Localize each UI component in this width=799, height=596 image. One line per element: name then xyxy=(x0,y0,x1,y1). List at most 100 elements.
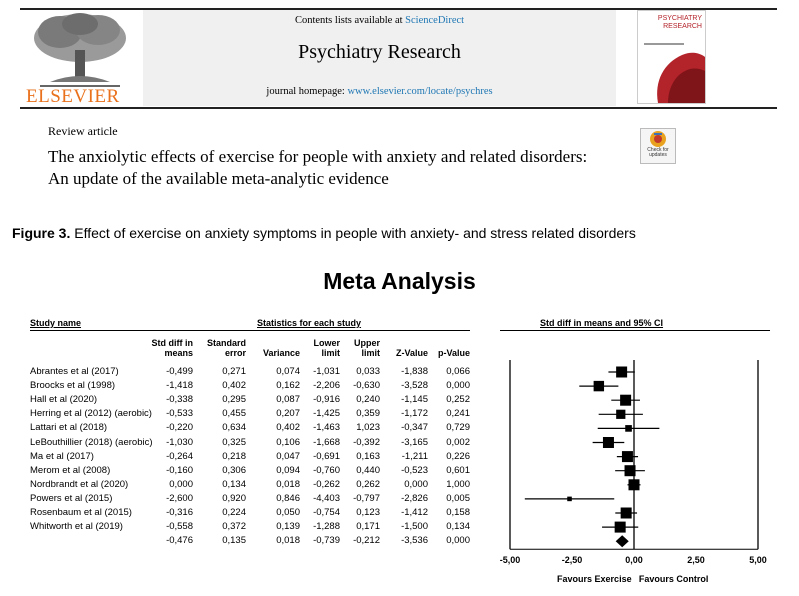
cell-p: 0,729 xyxy=(446,422,470,434)
cell-upper: -0,392 xyxy=(353,436,380,448)
cell-sdm: -0,533 xyxy=(166,408,193,420)
journal-band xyxy=(143,10,616,106)
header-plot: Std diff in means and 95% CI xyxy=(540,318,664,328)
cell-sdm: -0,558 xyxy=(166,521,193,533)
cell-lower: -4,403 xyxy=(313,492,340,504)
pooled-diamond xyxy=(615,535,629,548)
journal-cover-thumbnail[interactable]: PSYCHIATRY RESEARCH xyxy=(637,10,706,104)
cell-sdm: -0,220 xyxy=(166,422,193,434)
favours-control-label: Favours Control xyxy=(639,574,709,584)
cell-var: 0,139 xyxy=(276,521,300,533)
cell-upper: 0,123 xyxy=(356,507,380,518)
study-name: LeBouthillier (2018) (aerobic) xyxy=(30,436,153,448)
article-title: The anxiolytic effects of exercise for p… xyxy=(48,147,588,188)
cell-z: -3,165 xyxy=(401,436,428,448)
study-name: Rosenbaum et al (2015) xyxy=(30,507,132,518)
cell-lower: -1,463 xyxy=(313,422,340,434)
cell-p: 0,005 xyxy=(446,492,470,504)
check-for-updates-button[interactable] xyxy=(640,128,676,164)
cell-upper: -0,797 xyxy=(353,492,380,504)
cell-upper: 0,240 xyxy=(356,394,380,406)
cell-lower: -0,760 xyxy=(313,464,340,476)
point-estimate xyxy=(628,479,640,491)
point-estimate xyxy=(625,425,632,432)
cell-p: 0,000 xyxy=(446,380,470,392)
cell-z: -3,536 xyxy=(401,535,428,547)
cell-sdm: -0,160 xyxy=(166,464,193,476)
point-estimate xyxy=(621,451,633,463)
cell-z: -1,211 xyxy=(401,450,428,462)
cell-p: 0,134 xyxy=(446,521,470,533)
header-p-value: p-Value xyxy=(437,348,470,358)
cell-p: 0,002 xyxy=(446,436,470,448)
plot-header-rule xyxy=(500,330,770,331)
cell-upper: 0,033 xyxy=(356,366,380,377)
cell-z: 0,000 xyxy=(404,478,428,490)
cell-var: 0,106 xyxy=(276,436,300,448)
journal-homepage-link[interactable]: www.elsevier.com/locate/psychres xyxy=(347,86,493,97)
cell-p: 0,241 xyxy=(446,408,470,420)
homepage-prefix: journal homepage: xyxy=(266,86,348,97)
cell-p: 1,000 xyxy=(446,478,470,490)
cell-var: 0,207 xyxy=(276,408,300,420)
header-z-value: Z-Value xyxy=(395,348,428,358)
point-estimate xyxy=(624,465,636,477)
cell-z: -2,826 xyxy=(401,492,428,504)
cell-se: 0,455 xyxy=(222,408,246,420)
cell-se: 0,325 xyxy=(222,436,246,448)
cell-lower: -2,206 xyxy=(313,380,340,392)
cell-upper: 0,262 xyxy=(356,478,380,490)
check-updates-label: Check for updates xyxy=(647,147,669,158)
contents-prefix: Contents lists available at xyxy=(294,15,406,26)
header-study-name: Study name xyxy=(30,318,82,328)
cell-var: 0,018 xyxy=(276,478,300,490)
study-name: Whitworth et al (2019) xyxy=(30,521,123,533)
point-estimate xyxy=(616,409,626,419)
cell-lower: -1,288 xyxy=(313,521,340,533)
cell-sdm: -0,316 xyxy=(166,507,193,518)
x-tick-label: 5,00 xyxy=(749,555,767,565)
x-tick-label: -2,50 xyxy=(562,555,583,565)
cell-lower: -0,691 xyxy=(313,450,340,462)
cell-lower: -0,739 xyxy=(313,535,340,547)
cell-z: -3,528 xyxy=(401,380,428,392)
cell-var: 0,162 xyxy=(276,380,300,392)
cell-var: 0,047 xyxy=(276,450,300,462)
cell-var: 0,402 xyxy=(276,422,300,434)
cell-lower: -0,754 xyxy=(313,507,340,518)
cell-se: 0,134 xyxy=(222,478,246,490)
cover-title: PSYCHIATRY RESEARCH xyxy=(657,15,702,30)
cell-var: 0,094 xyxy=(276,464,300,476)
tree-logo-icon xyxy=(20,10,140,90)
study-name: Broocks et al (1998) xyxy=(30,380,116,392)
sciencedirect-link[interactable]: ScienceDirect xyxy=(405,15,465,26)
cell-upper: 0,171 xyxy=(356,521,380,533)
contents-line: Contents lists available at ScienceDirec… xyxy=(143,15,616,26)
header-variance: Variance xyxy=(262,348,300,358)
cell-upper: -0,630 xyxy=(353,380,380,392)
header-standard-error: Standard error xyxy=(206,338,246,358)
header-stats-group: Statistics for each study xyxy=(257,318,362,328)
x-tick-label: 0,00 xyxy=(625,555,643,565)
figure-caption-text: Effect of exercise on anxiety symptoms i… xyxy=(70,225,636,241)
figure-caption: Figure 3. Effect of exercise on anxiety … xyxy=(12,225,636,241)
cell-var: 0,050 xyxy=(276,507,300,518)
cell-se: 0,271 xyxy=(222,366,246,377)
cell-sdm: -0,338 xyxy=(166,394,193,406)
point-estimate xyxy=(593,380,605,392)
cell-p: 0,252 xyxy=(446,394,470,406)
study-name: Merom et al (2008) xyxy=(30,464,111,476)
journal-title[interactable]: Psychiatry Research xyxy=(298,41,461,63)
point-estimate xyxy=(567,496,572,502)
cell-se: 0,224 xyxy=(222,507,246,518)
elsevier-tree-logo[interactable] xyxy=(20,10,140,106)
cell-se: 0,920 xyxy=(222,492,246,504)
chart-title: Meta Analysis xyxy=(323,268,476,294)
point-estimate xyxy=(614,521,626,533)
point-estimate xyxy=(602,437,614,448)
cell-z: -1,838 xyxy=(401,366,428,377)
header-lower-limit: Lower limit xyxy=(313,338,340,358)
cell-p: 0,601 xyxy=(446,464,470,476)
cell-sdm: -2,600 xyxy=(166,492,193,504)
cell-lower: -1,425 xyxy=(313,408,340,420)
